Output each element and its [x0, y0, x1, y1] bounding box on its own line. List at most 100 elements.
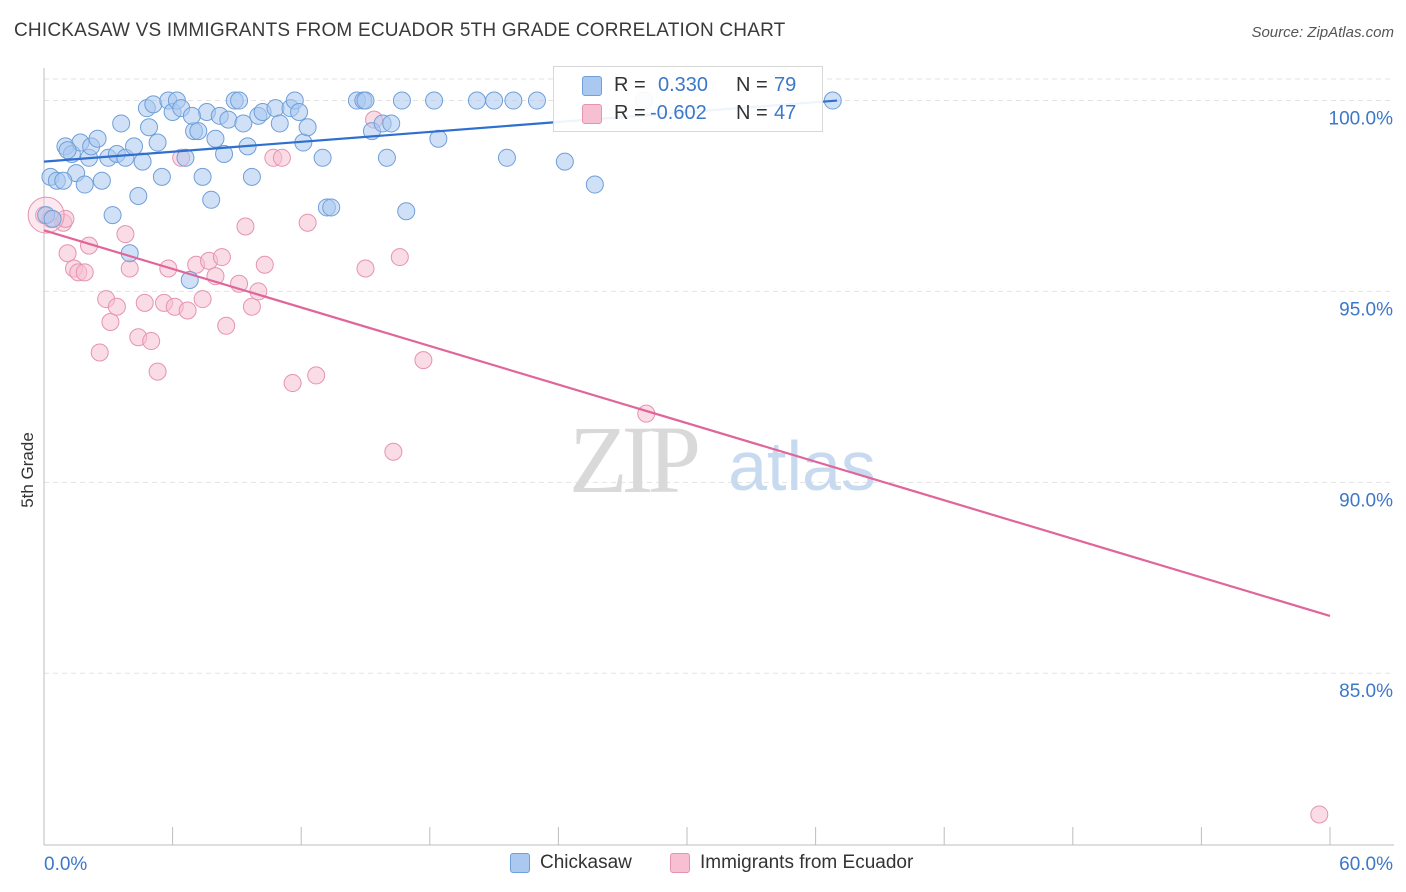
data-point-chickasaw: [88, 129, 107, 148]
legend-item-chickasaw[interactable]: Chickasaw: [510, 852, 632, 874]
data-point-chickasaw: [133, 152, 152, 171]
data-point-chickasaw: [234, 114, 253, 133]
data-point-ecuador: [142, 332, 161, 351]
data-point-chickasaw: [377, 148, 396, 167]
legend-label-ecuador: Immigrants from Ecuador: [700, 852, 914, 873]
source-credit: Source: ZipAtlas.com: [1251, 24, 1394, 41]
series-chickasaw-points: [37, 91, 842, 289]
data-point-chickasaw: [152, 167, 171, 186]
data-point-chickasaw: [148, 133, 167, 152]
data-point-chickasaw: [202, 190, 221, 209]
watermark: ZIP atlas: [569, 406, 876, 513]
data-point-chickasaw: [54, 171, 73, 190]
data-point-chickasaw: [182, 106, 201, 125]
data-point-ecuador: [390, 248, 409, 267]
data-point-chickasaw: [242, 167, 261, 186]
r-label: R =: [614, 102, 646, 124]
data-point-ecuador: [272, 148, 291, 167]
data-point-chickasaw: [527, 91, 546, 110]
watermark-atlas: atlas: [728, 427, 876, 505]
data-point-chickasaw: [140, 118, 159, 137]
data-point-ecuador: [90, 343, 109, 362]
data-point-chickasaw: [585, 175, 604, 194]
tick-labels: 85.0% 90.0% 95.0% 100.0% 0.0% 60.0%: [44, 109, 1393, 875]
x-tick-label: 0.0%: [44, 854, 87, 875]
data-point-ecuador: [193, 290, 212, 309]
x-tick-label: 60.0%: [1339, 854, 1393, 875]
data-point-chickasaw: [206, 129, 225, 148]
n-value-chickasaw: 79: [774, 74, 797, 96]
data-point-ecuador: [135, 293, 154, 312]
data-point-chickasaw: [219, 110, 238, 129]
data-point-chickasaw: [230, 91, 249, 110]
data-point-ecuador: [116, 225, 135, 244]
data-point-ecuador: [298, 213, 317, 232]
data-point-chickasaw: [322, 198, 341, 217]
data-point-chickasaw: [92, 171, 111, 190]
ecuador-legend-swatch: [670, 853, 690, 873]
data-point-chickasaw: [270, 114, 289, 133]
data-point-chickasaw: [425, 91, 444, 110]
data-point-ecuador: [1310, 805, 1329, 824]
data-point-chickasaw: [313, 148, 332, 167]
r-value-ecuador: -0.602: [650, 102, 707, 124]
gridlines: [44, 78, 1394, 674]
data-point-ecuador: [178, 301, 197, 320]
data-point-chickasaw: [467, 91, 486, 110]
n-label: N =: [736, 102, 768, 124]
data-point-ecuador: [212, 248, 231, 267]
data-point-ecuador: [75, 263, 94, 282]
data-point-chickasaw: [392, 91, 411, 110]
data-point-ecuador: [120, 259, 139, 278]
data-point-chickasaw: [129, 186, 148, 205]
data-point-chickasaw: [266, 99, 285, 118]
chickasaw-swatch: [582, 76, 602, 96]
bottom-legend: Chickasaw Immigrants from Ecuador: [0, 848, 1406, 880]
data-point-chickasaw: [382, 114, 401, 133]
data-point-ecuador: [384, 442, 403, 461]
data-point-ecuador: [283, 374, 302, 393]
data-point-chickasaw: [112, 114, 131, 133]
data-point-ecuador: [255, 255, 274, 274]
data-point-chickasaw: [215, 144, 234, 163]
r-label: R =: [614, 74, 646, 96]
data-point-chickasaw: [176, 148, 195, 167]
trend-line-ecuador: [43, 229, 1331, 617]
data-point-ecuador: [107, 297, 126, 316]
data-point-chickasaw: [75, 175, 94, 194]
data-point-chickasaw: [504, 91, 523, 110]
axes: [43, 68, 1394, 846]
y-tick-label: 85.0%: [1339, 681, 1393, 702]
data-point-chickasaw: [485, 91, 504, 110]
data-point-ecuador: [307, 366, 326, 385]
chickasaw-legend-swatch: [510, 853, 530, 873]
data-point-chickasaw: [298, 118, 317, 137]
data-point-ecuador: [217, 316, 236, 335]
data-point-chickasaw: [43, 209, 62, 228]
data-point-chickasaw: [555, 152, 574, 171]
data-point-chickasaw: [497, 148, 516, 167]
trend-lines: [43, 99, 1331, 617]
legend-item-ecuador[interactable]: Immigrants from Ecuador: [670, 852, 913, 874]
r-value-chickasaw: 0.330: [658, 74, 709, 96]
data-point-chickasaw: [193, 167, 212, 186]
legend-label-chickasaw: Chickasaw: [540, 852, 632, 873]
ecuador-swatch: [582, 104, 602, 124]
data-point-ecuador: [58, 244, 77, 263]
stats-legend: R = 0.330 N = 79 R = -0.602 N = 47: [553, 66, 823, 132]
data-point-ecuador: [414, 351, 433, 370]
data-point-ecuador: [242, 297, 261, 316]
data-point-chickasaw: [290, 102, 309, 121]
y-tick-label: 100.0%: [1329, 109, 1394, 130]
data-point-chickasaw: [125, 137, 144, 156]
data-point-chickasaw: [189, 122, 208, 141]
y-tick-label: 90.0%: [1339, 490, 1393, 511]
watermark-zip: ZIP: [569, 406, 698, 513]
data-point-chickasaw: [397, 202, 416, 221]
data-point-chickasaw: [58, 141, 77, 160]
chart-title: CHICKASAW VS IMMIGRANTS FROM ECUADOR 5TH…: [14, 20, 786, 41]
data-point-ecuador: [101, 312, 120, 331]
n-value-ecuador: 47: [774, 102, 797, 124]
data-point-chickasaw: [144, 95, 163, 114]
